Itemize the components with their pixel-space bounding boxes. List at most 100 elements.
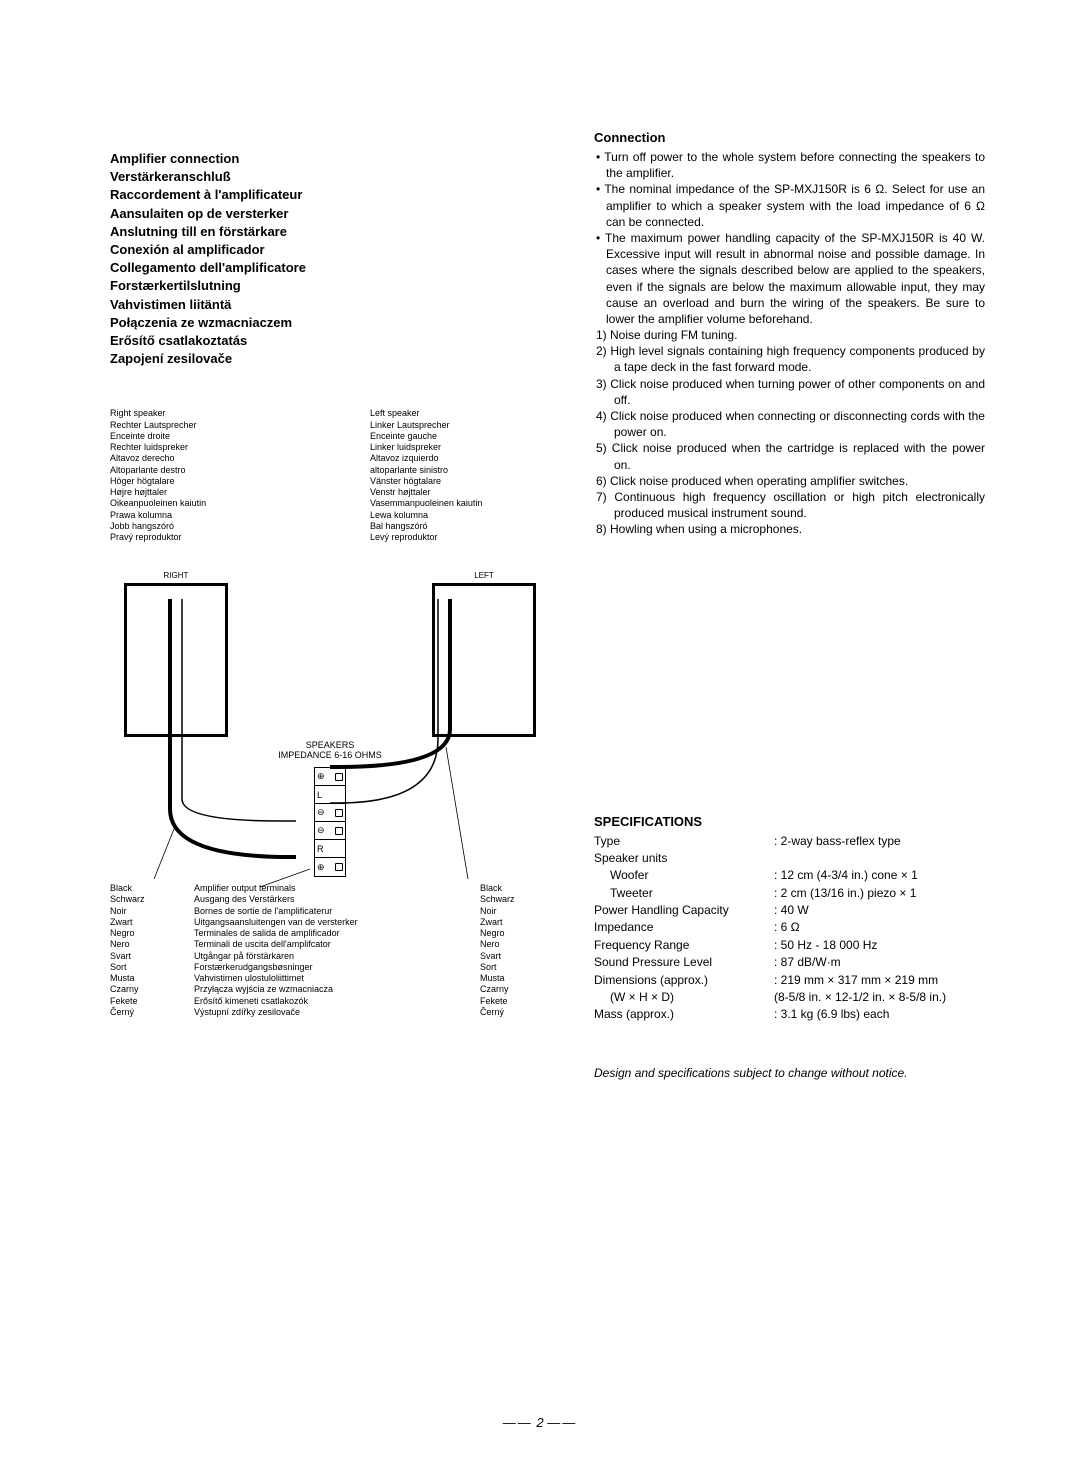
spec-value: : 87 dB/W·m (774, 954, 985, 971)
spec-label: Dimensions (approx.) (594, 972, 774, 989)
label-line: Terminali de uscita dell'amplifcator (194, 939, 462, 950)
spec-label: Woofer (594, 867, 774, 884)
heading-line: Collegamento dell'amplificatore (110, 259, 550, 277)
label-line: Pravý reproduktor (110, 532, 290, 543)
label-line: Venstr højttaler (370, 487, 550, 498)
label-line: Negro (480, 928, 550, 939)
label-line: Amplifier output terminals (194, 883, 462, 894)
terminal-row: ⊕ (315, 858, 345, 876)
label-line: Svart (110, 951, 176, 962)
bullet-item: • The nominal impedance of the SP-MXJ150… (594, 181, 985, 230)
spec-row: Woofer: 12 cm (4-3/4 in.) cone × 1 (594, 867, 985, 884)
heading-line: Raccordement à l'amplificateur (110, 186, 550, 204)
wiring-diagram: RIGHT LEFT SPEAKERS IMPEDANCE 6-16 OHMS … (110, 571, 550, 1018)
label-line: Svart (480, 951, 550, 962)
l-label: L (317, 790, 322, 800)
label-line: Ausgang des Verstärkers (194, 894, 462, 905)
spec-value: (8-5/8 in. × 12-1/2 in. × 8-5/8 in.) (774, 989, 985, 1006)
specifications-section: SPECIFICATIONS Type: 2-way bass-reflex t… (594, 814, 985, 1080)
left-speaker-box: LEFT (432, 571, 536, 737)
right-column: Connection • Turn off power to the whole… (594, 130, 985, 1432)
spec-label: Frequency Range (594, 937, 774, 954)
spec-row: Speaker units (594, 850, 985, 867)
impedance-text-line: IMPEDANCE 6-16 OHMS (110, 751, 550, 761)
label-line: Sort (480, 962, 550, 973)
label-line: Enceinte droite (110, 431, 290, 442)
label-line: Utgångar på förstärkaren (194, 951, 462, 962)
two-column-layout: Amplifier connection Verstärkeranschluß … (110, 130, 985, 1432)
label-line: Bal hangszóró (370, 521, 550, 532)
disclaimer-text: Design and specifications subject to cha… (594, 1066, 985, 1080)
terminal-row: L (315, 786, 345, 804)
spec-label: (W × H × D) (594, 989, 774, 1006)
spec-row: Impedance: 6 Ω (594, 919, 985, 936)
label-line: Right speaker (110, 408, 290, 419)
spec-value: : 219 mm × 317 mm × 219 mm (774, 972, 985, 989)
amp-connection-headings: Amplifier connection Verstärkeranschluß … (110, 150, 550, 368)
label-line: Enceinte gauche (370, 431, 550, 442)
dash-icon: —— (503, 1415, 533, 1430)
minus-icon: ⊖ (317, 807, 325, 818)
label-line: Altavoz derecho (110, 453, 290, 464)
left-speaker-labels: Left speaker Linker Lautsprecher Enceint… (370, 408, 550, 543)
numbered-item: 2) High level signals containing high fr… (594, 343, 985, 375)
speaker-boxes-row: RIGHT LEFT (110, 571, 550, 737)
label-line: Rechter luidspreker (110, 442, 290, 453)
item-text: Noise during FM tuning. (610, 328, 737, 342)
label-line: Prawa kolumna (110, 510, 290, 521)
page-number-value: 2 (536, 1415, 543, 1430)
amp-terminal-block: ⊕ L ⊖ ⊖ R ⊕ (314, 767, 346, 877)
heading-line: Zapojení zesilovače (110, 350, 550, 368)
numbered-item: 1) Noise during FM tuning. (594, 327, 985, 343)
terminal-row: ⊕ (315, 768, 345, 786)
spec-value: : 2 cm (13/16 in.) piezo × 1 (774, 885, 985, 902)
item-text: Click noise produced when the cartridge … (612, 441, 985, 471)
label-line: Schwarz (480, 894, 550, 905)
connection-bullets: • Turn off power to the whole system bef… (594, 149, 985, 327)
label-line: Černý (110, 1007, 176, 1018)
label-line: Rechter Lautsprecher (110, 420, 290, 431)
label-line: Fekete (480, 996, 550, 1007)
right-label: RIGHT (124, 571, 228, 580)
label-line: altoparlante sinistro (370, 465, 550, 476)
label-line: Uitgangsaansluitengen van de versterker (194, 917, 462, 928)
label-line: Højre højttaler (110, 487, 290, 498)
label-line: Zwart (110, 917, 176, 928)
spec-value: : 12 cm (4-3/4 in.) cone × 1 (774, 867, 985, 884)
black-labels-left: Black Schwarz Noir Zwart Negro Nero Svar… (110, 883, 176, 1018)
terminal-row: R (315, 840, 345, 858)
label-line: Noir (480, 906, 550, 917)
spec-row: Sound Pressure Level: 87 dB/W·m (594, 954, 985, 971)
label-line: Vänster högtalare (370, 476, 550, 487)
spec-row: Frequency Range: 50 Hz - 18 000 Hz (594, 937, 985, 954)
heading-line: Forstærkertilslutning (110, 277, 550, 295)
label-line: Höger högtalare (110, 476, 290, 487)
spec-row: (W × H × D) (8-5/8 in. × 12-1/2 in. × 8-… (594, 989, 985, 1006)
label-line: Nero (110, 939, 176, 950)
spec-value: : 6 Ω (774, 919, 985, 936)
left-column: Amplifier connection Verstärkeranschluß … (110, 130, 550, 1432)
label-line: Altavoz izquierdo (370, 453, 550, 464)
numbered-item: 4) Click noise produced when connecting … (594, 408, 985, 440)
dash-icon: —— (547, 1415, 577, 1430)
heading-line: Połączenia ze wzmacniaczem (110, 314, 550, 332)
item-text: Continuous high frequency oscillation or… (614, 490, 985, 520)
terminal-knob-icon (335, 773, 343, 781)
label-line: Negro (110, 928, 176, 939)
black-labels-right: Black Schwarz Noir Zwart Negro Nero Svar… (480, 883, 550, 1018)
impedance-text: SPEAKERS IMPEDANCE 6-16 OHMS (110, 741, 550, 761)
right-speaker-box: RIGHT (124, 571, 228, 737)
plus-icon: ⊕ (317, 862, 325, 873)
bullet-text: The maximum power handling capacity of t… (605, 231, 985, 326)
numbered-item: 6) Click noise produced when operating a… (594, 473, 985, 489)
label-line: Noir (110, 906, 176, 917)
spec-row: Tweeter: 2 cm (13/16 in.) piezo × 1 (594, 885, 985, 902)
heading-line: Vahvistimen liitäntä (110, 296, 550, 314)
spec-value (774, 850, 985, 867)
terminal-row: ⊖ (315, 804, 345, 822)
label-line: Lewa kolumna (370, 510, 550, 521)
heading-line: Verstärkeranschluß (110, 168, 550, 186)
item-text: Click noise produced when connecting or … (610, 409, 985, 439)
label-line: Bornes de sortie de l'amplificaterur (194, 906, 462, 917)
connection-numbered: 1) Noise during FM tuning. 2) High level… (594, 327, 985, 537)
